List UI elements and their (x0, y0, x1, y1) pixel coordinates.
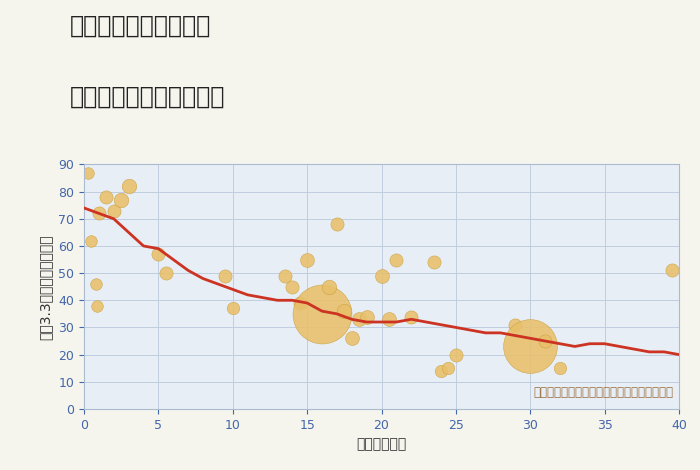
Point (93, 210, 104, 217)
Point (391, 256, 402, 263)
Point (116, 196, 127, 204)
Point (331, 220, 342, 228)
Point (428, 258, 439, 266)
X-axis label: 築年数（年）: 築年数（年） (356, 437, 407, 451)
Point (666, 266, 677, 274)
Point (316, 310, 328, 318)
Point (227, 305, 238, 312)
Point (354, 315, 365, 323)
Point (450, 351, 461, 358)
Point (525, 343, 536, 350)
Point (540, 337, 551, 345)
Text: 築年数別中古戸建て価格: 築年数別中古戸建て価格 (70, 85, 225, 109)
Point (406, 313, 417, 321)
Point (384, 315, 395, 323)
Point (153, 251, 164, 258)
Point (510, 321, 521, 329)
Point (361, 313, 372, 321)
Point (324, 283, 335, 290)
Point (339, 307, 350, 315)
Point (101, 193, 112, 201)
Point (302, 256, 313, 263)
Point (92, 302, 103, 309)
Text: 三重県鈴鹿市長澤町の: 三重県鈴鹿市長澤町の (70, 14, 211, 38)
Point (554, 364, 566, 372)
Point (279, 272, 290, 280)
Point (86, 237, 97, 244)
Point (90, 280, 101, 288)
Point (160, 269, 172, 277)
Point (346, 335, 357, 342)
Point (123, 182, 134, 190)
Point (83, 169, 94, 176)
Point (443, 364, 454, 372)
Y-axis label: 坪（3.3㎡）単価（万円）: 坪（3.3㎡）単価（万円） (38, 234, 52, 339)
Point (108, 207, 119, 214)
Point (435, 367, 447, 375)
Point (376, 272, 387, 280)
Point (287, 283, 298, 290)
Text: 円の大きさは、取引のあった物件面積を示す: 円の大きさは、取引のあった物件面積を示す (533, 386, 673, 399)
Point (220, 272, 231, 280)
Point (294, 299, 305, 307)
